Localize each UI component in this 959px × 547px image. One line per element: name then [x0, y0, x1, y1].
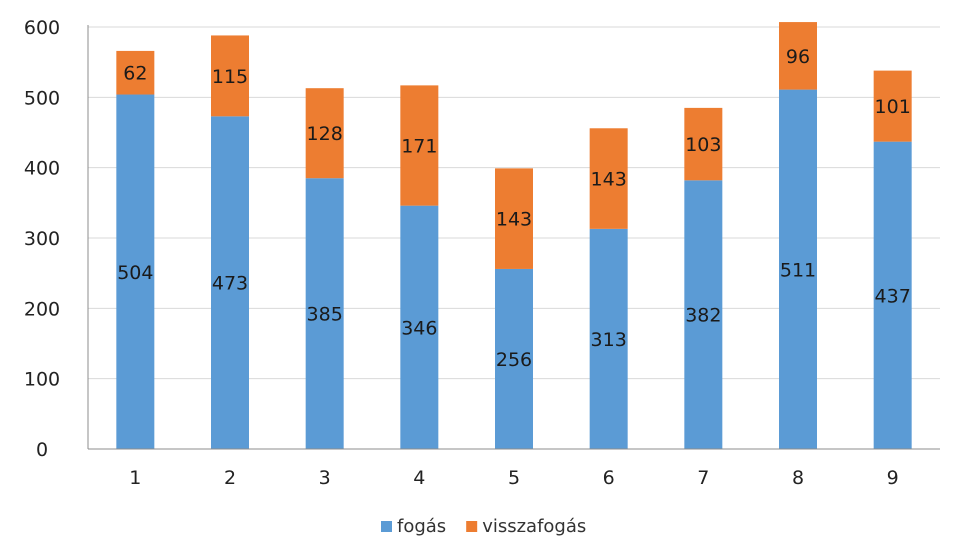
bar-visszafogs-2 — [211, 35, 249, 117]
bar-visszafogs-7 — [684, 107, 723, 181]
bar-visszafogs-1 — [116, 50, 155, 95]
legend-swatch — [381, 521, 392, 532]
legend: fogás visszafogás — [381, 516, 586, 537]
y-tick-label: 0 — [36, 439, 48, 461]
y-tick-label: 500 — [24, 87, 60, 109]
data-label: 143 — [591, 169, 627, 191]
x-tick-label: 8 — [792, 467, 804, 489]
x-tick-label: 3 — [319, 467, 331, 489]
legend-swatch — [466, 521, 478, 532]
bar-fogs-8 — [779, 89, 817, 449]
data-label: 115 — [212, 66, 248, 88]
x-tick-label: 7 — [697, 467, 709, 489]
bar-fogs-1 — [116, 94, 155, 450]
bar-fogs-6 — [589, 228, 628, 449]
data-label: 313 — [591, 329, 627, 351]
bar-visszafogs-3 — [305, 88, 344, 179]
data-label: 511 — [780, 259, 816, 281]
axes: 0 100 200 300 400 500 600 1 2 3 4 5 6 7 8 9 — [24, 17, 940, 489]
x-tick-label: 4 — [413, 467, 425, 489]
x-tick-label: 9 — [887, 467, 899, 489]
data-label: 101 — [875, 96, 911, 118]
bar-visszafogs-4 — [400, 85, 439, 206]
y-tick-label: 200 — [24, 298, 60, 320]
x-tick-label: 5 — [508, 467, 520, 489]
y-tick-label: 100 — [24, 369, 60, 391]
bar-fogs-9 — [873, 141, 912, 450]
legend-label: fogás — [397, 516, 446, 537]
y-tick-label: 300 — [24, 228, 60, 250]
x-tick-label: 6 — [603, 467, 615, 489]
bar-visszafogs-8 — [779, 22, 817, 90]
bar-fogs-5 — [495, 268, 533, 449]
x-tick-label: 2 — [224, 467, 236, 489]
data-label: 62 — [123, 63, 147, 85]
bar-visszafogs-9 — [873, 70, 912, 142]
x-tick-label: 1 — [129, 467, 141, 489]
bars — [116, 22, 912, 450]
data-label: 256 — [496, 349, 532, 371]
data-labels: 504 62 473 115 385 128 346 171 256 143 313 143 382 10… — [117, 46, 911, 371]
bar-visszafogs-5 — [495, 168, 533, 269]
y-tick-label: 400 — [24, 158, 60, 180]
bar-visszafogs-6 — [589, 128, 628, 229]
data-label: 437 — [875, 285, 911, 307]
data-label: 385 — [307, 304, 343, 326]
y-tick-label: 600 — [24, 17, 60, 39]
data-label: 473 — [212, 273, 248, 295]
data-label: 504 — [117, 262, 153, 284]
legend-label: visszafogás — [482, 516, 586, 537]
bar-fogs-4 — [400, 205, 439, 449]
data-label: 346 — [401, 317, 437, 339]
bar-fogs-3 — [305, 178, 344, 449]
bar-fogs-2 — [211, 116, 249, 449]
bar-fogs-7 — [684, 180, 723, 449]
data-label: 96 — [786, 46, 810, 68]
data-label: 382 — [685, 305, 721, 327]
data-label: 103 — [685, 134, 721, 156]
data-label: 143 — [496, 209, 532, 231]
data-label: 128 — [307, 123, 343, 145]
data-label: 171 — [401, 136, 437, 158]
